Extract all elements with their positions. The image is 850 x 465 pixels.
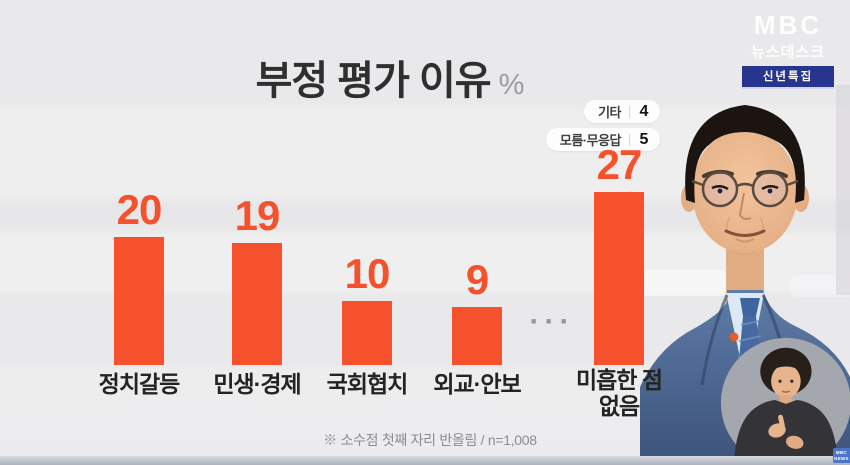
legend-label: 모름·무응답 xyxy=(559,133,622,148)
glasses-temples xyxy=(691,179,799,187)
interpreter-mouth xyxy=(781,390,791,393)
tie-knot xyxy=(740,298,760,316)
category-label: 외교·안보 xyxy=(433,371,521,397)
bar xyxy=(594,192,644,365)
hair xyxy=(685,105,805,203)
bar xyxy=(342,301,392,365)
bar xyxy=(114,237,164,365)
interpreter-eye xyxy=(790,379,794,383)
eye xyxy=(711,185,729,191)
bottom-strip xyxy=(0,456,850,465)
chart-footnote: ※ 소수점 첫째 자리 반올림 / n=1,008 xyxy=(323,432,537,448)
category-label: 미흡한 점 없음 xyxy=(575,367,663,419)
mouth xyxy=(724,229,766,237)
bar-value-label: 27 xyxy=(596,141,643,189)
lower-lip xyxy=(735,238,755,243)
legend-label: 기타 xyxy=(598,105,621,120)
background-edge xyxy=(836,85,850,295)
category-label: 정치갈등 xyxy=(98,371,181,397)
legend-divider xyxy=(629,133,630,146)
bar-value-label: 9 xyxy=(465,256,489,304)
chart-unit: % xyxy=(498,69,525,101)
bar-value-label: 20 xyxy=(116,186,163,234)
interpreter-hand xyxy=(768,423,786,438)
background-blur-shape xyxy=(640,270,727,296)
bar-group: 10 xyxy=(342,250,392,365)
chart-title: 부정 평가 이유 xyxy=(255,59,492,103)
legend-value: 5 xyxy=(639,130,649,148)
bar-group: 19 xyxy=(232,192,282,365)
watermark-line1: MBC xyxy=(835,450,848,455)
interpreter-face xyxy=(771,364,801,399)
category-label: 민생·경제 xyxy=(213,371,301,397)
channel-logo-block: MBC 뉴스데스크 신년특집 xyxy=(742,12,834,89)
glasses-bridge xyxy=(736,182,754,188)
special-badge: 신년특집 xyxy=(742,66,834,89)
interpreter-eye xyxy=(778,379,782,383)
legend-divider xyxy=(629,105,630,118)
chin-crease xyxy=(734,251,756,255)
category-label: 국회협치 xyxy=(326,371,409,397)
mbc-logo: MBC xyxy=(753,10,823,40)
mbc-news-watermark: MBC NEWS xyxy=(833,448,850,463)
bar-value-label: 10 xyxy=(344,250,391,298)
bar-group: 27 xyxy=(594,141,644,365)
watermark-line2: NEWS xyxy=(834,455,849,461)
legend-value: 4 xyxy=(639,102,649,120)
pupil xyxy=(717,188,723,194)
interpreter-hand xyxy=(786,435,804,449)
bar xyxy=(232,243,282,365)
background-blur-shape xyxy=(790,275,850,297)
bar-group: 20 xyxy=(114,186,164,365)
interpreter-coat xyxy=(733,399,839,465)
face xyxy=(692,129,798,253)
tie-stripes xyxy=(737,320,764,375)
lapel-pin xyxy=(729,332,739,342)
eye xyxy=(761,185,779,191)
nose xyxy=(738,192,752,220)
legend: 기타 4 모름·무응답 5 xyxy=(540,100,660,151)
bar xyxy=(452,307,502,365)
continuation-ellipsis: ··· xyxy=(529,305,575,338)
interpreter-neck xyxy=(780,395,792,405)
pupil xyxy=(767,188,773,194)
bar-group: 9 xyxy=(452,256,502,365)
legend-pill-noanswer: 모름·무응답 5 xyxy=(545,128,660,151)
program-title: 뉴스데스크 xyxy=(750,44,825,61)
bar-value-label: 19 xyxy=(234,192,281,240)
legend-pill-etc: 기타 4 xyxy=(584,100,660,123)
interpreter-fringe xyxy=(769,360,803,372)
sign-language-interpreter xyxy=(720,337,850,465)
chart-title-row: 부정 평가 이유% xyxy=(150,48,630,106)
